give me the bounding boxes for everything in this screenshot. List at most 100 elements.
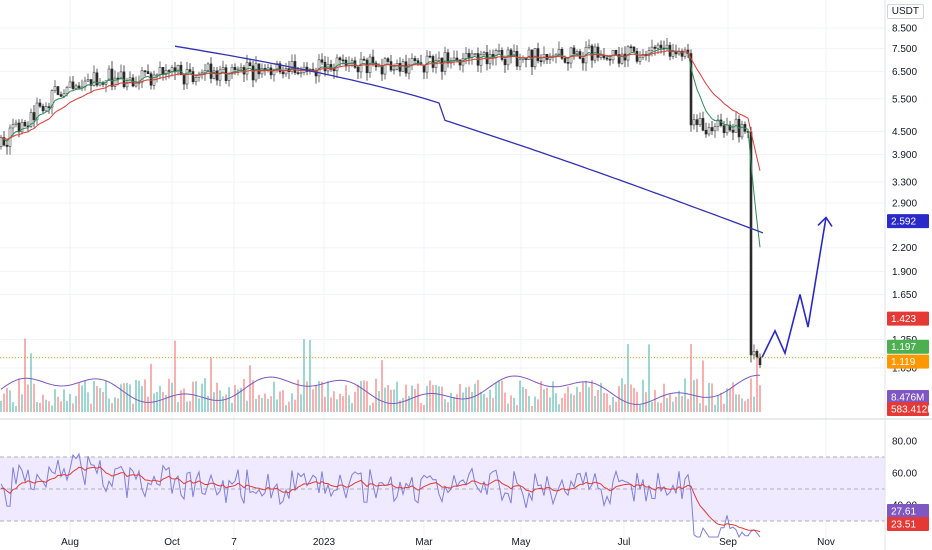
- candle-body: [503, 59, 507, 66]
- candle-body: [758, 356, 762, 366]
- volume-bar: [501, 380, 503, 412]
- volume-bar: [420, 403, 422, 412]
- volume-bar: [21, 394, 23, 412]
- rsi-tick-label: 60.00: [892, 469, 917, 480]
- volume-bar: [189, 401, 191, 412]
- candle-body: [431, 56, 435, 68]
- candle-body: [638, 56, 642, 62]
- volume-bar: [648, 344, 650, 412]
- currency-unit-label[interactable]: USDT: [886, 4, 924, 19]
- candle-body: [251, 65, 255, 81]
- volume-ma-badge: 8.476M: [891, 393, 924, 404]
- candle-body: [365, 59, 369, 74]
- candle-body: [656, 44, 660, 49]
- volume-bar: [6, 387, 8, 412]
- volume-bar: [213, 392, 215, 412]
- volume-bar: [429, 380, 431, 412]
- candle-body: [632, 46, 636, 52]
- candle-body: [716, 119, 720, 127]
- candle-body: [392, 68, 396, 71]
- time-tick-label: 2023: [313, 537, 336, 548]
- volume-bar: [15, 405, 17, 412]
- volume-bar: [0, 400, 2, 412]
- volume-bar: [549, 397, 551, 412]
- ema-slow-line: [0, 50, 761, 171]
- volume-bar: [63, 389, 65, 412]
- candle-body: [617, 54, 621, 64]
- candle-body: [704, 129, 708, 135]
- candle-body: [5, 144, 9, 147]
- candle-body: [659, 44, 663, 49]
- volume-bar: [366, 381, 368, 412]
- candle-body: [77, 85, 81, 89]
- candle-body: [299, 72, 303, 74]
- candle-body: [410, 58, 414, 66]
- long-ma-badge: 2.592: [891, 217, 916, 228]
- volume-bar: [654, 390, 656, 412]
- volume-bar: [24, 338, 26, 412]
- candle-body: [293, 61, 297, 73]
- volume-bar: [657, 402, 659, 412]
- ema-fast-badge: 1.197: [891, 342, 916, 353]
- volume-bar: [498, 380, 500, 412]
- volume-bar: [705, 405, 707, 412]
- volume-bar: [303, 339, 305, 412]
- candle-body: [698, 118, 702, 125]
- rsi-line: [0, 452, 761, 539]
- time-tick-label: May: [512, 537, 531, 548]
- volume-bar: [504, 392, 506, 412]
- volume-bar: [51, 405, 53, 412]
- volume-bar: [321, 381, 323, 412]
- volume-bar: [180, 390, 182, 412]
- candle-body: [605, 57, 609, 60]
- volume-bar: [405, 384, 407, 412]
- projection-line: [761, 217, 827, 358]
- candle-body: [65, 87, 69, 94]
- volume-bar: [375, 378, 377, 412]
- volume-bar: [18, 378, 20, 412]
- price-tick-label: 4.500: [892, 127, 917, 138]
- volume-bar: [201, 383, 203, 412]
- volume-bar: [714, 404, 716, 412]
- volume-bar: [264, 393, 266, 412]
- volume-bar: [348, 395, 350, 412]
- candle-body: [755, 350, 759, 358]
- volume-bar: [666, 398, 668, 412]
- candle-body: [581, 58, 585, 64]
- volume-bar: [309, 340, 311, 412]
- rsi-pane: [0, 418, 932, 539]
- candle-body: [32, 112, 36, 121]
- volume-bar: [507, 403, 509, 412]
- volume-bar: [372, 402, 374, 412]
- volume-bar: [606, 393, 608, 412]
- volume-bar: [45, 399, 47, 412]
- candle-body: [590, 45, 594, 61]
- volume-bar: [204, 378, 206, 412]
- volume-bar: [147, 396, 149, 412]
- volume-bar: [753, 396, 755, 412]
- volume-bar: [492, 398, 494, 412]
- volume-bar: [384, 387, 386, 412]
- candle-body: [221, 67, 225, 71]
- volume-bar: [510, 395, 512, 412]
- volume-bar: [618, 386, 620, 412]
- candle-body: [74, 85, 78, 89]
- time-tick-label: 7: [231, 537, 237, 548]
- price-tick-label: 1.050: [892, 364, 917, 375]
- volume-bar: [609, 405, 611, 412]
- volume-bar: [54, 389, 56, 412]
- volume-bar: [543, 389, 545, 412]
- volume-bar: [306, 381, 308, 412]
- candle-body: [158, 67, 162, 76]
- candle-body: [545, 53, 549, 60]
- candle-body: [608, 58, 612, 61]
- candle-body: [560, 48, 564, 59]
- volume-bar: [84, 380, 86, 412]
- candle-body: [23, 121, 27, 127]
- volume-bar: [90, 403, 92, 412]
- volume-bar: [396, 381, 398, 412]
- candle-body: [692, 119, 696, 126]
- volume-ma-badge-bg: [887, 390, 929, 404]
- volume-bar: [111, 403, 113, 412]
